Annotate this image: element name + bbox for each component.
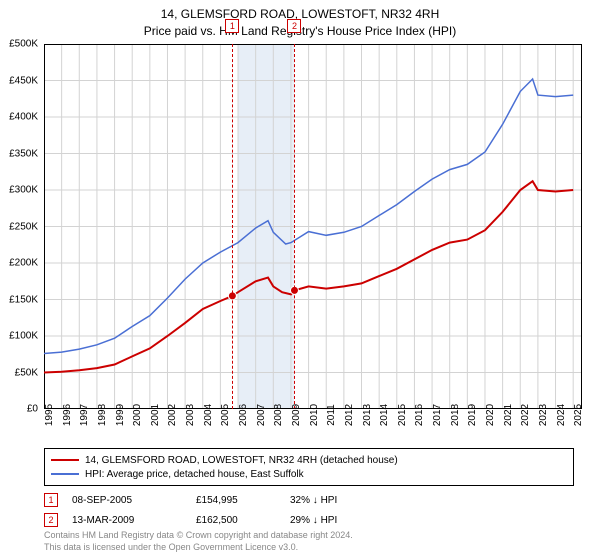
x-tick-label: 2005	[220, 404, 231, 426]
x-tick-label: 1995	[44, 404, 55, 426]
x-tick-label: 2017	[432, 404, 443, 426]
sale-date: 08-SEP-2005	[72, 495, 182, 506]
y-tick-label: £0	[27, 404, 38, 415]
y-tick-label: £200K	[9, 258, 38, 269]
legend-item: 14, GLEMSFORD ROAD, LOWESTOFT, NR32 4RH …	[51, 453, 567, 467]
y-tick-label: £50K	[15, 367, 38, 378]
sale-vline	[294, 44, 295, 409]
sale-price: £162,500	[196, 515, 276, 526]
x-axis: 1995199619971998199920002001200220032004…	[44, 411, 582, 445]
x-tick-label: 2007	[256, 404, 267, 426]
sale-date: 13-MAR-2009	[72, 515, 182, 526]
sale-badge: 1	[225, 19, 239, 33]
x-tick-label: 2012	[344, 404, 355, 426]
x-tick-label: 2015	[397, 404, 408, 426]
x-tick-label: 2008	[273, 404, 284, 426]
y-tick-label: £150K	[9, 294, 38, 305]
legend-swatch	[51, 473, 79, 475]
x-tick-label: 2016	[414, 404, 425, 426]
legend: 14, GLEMSFORD ROAD, LOWESTOFT, NR32 4RH …	[44, 448, 574, 486]
y-axis: £0£50K£100K£150K£200K£250K£300K£350K£400…	[0, 44, 42, 409]
x-tick-label: 1998	[97, 404, 108, 426]
legend-item: HPI: Average price, detached house, East…	[51, 467, 567, 481]
plot-svg	[44, 44, 582, 409]
x-tick-label: 2009	[291, 404, 302, 426]
sale-pct: 29% ↓ HPI	[290, 515, 390, 526]
y-tick-label: £250K	[9, 221, 38, 232]
y-tick-label: £500K	[9, 39, 38, 50]
x-tick-label: 2019	[467, 404, 478, 426]
sale-vline	[232, 44, 233, 409]
x-tick-label: 2023	[538, 404, 549, 426]
sale-row-marker: 2	[44, 513, 58, 527]
x-tick-label: 2000	[132, 404, 143, 426]
x-tick-label: 2004	[203, 404, 214, 426]
x-tick-label: 2013	[362, 404, 373, 426]
x-tick-label: 2018	[450, 404, 461, 426]
x-tick-label: 2002	[167, 404, 178, 426]
legend-label: 14, GLEMSFORD ROAD, LOWESTOFT, NR32 4RH …	[85, 455, 398, 466]
x-tick-label: 2001	[150, 404, 161, 426]
plot-area: 12	[44, 44, 582, 409]
sale-row: 1 08-SEP-2005 £154,995 32% ↓ HPI	[44, 490, 574, 510]
x-tick-label: 2025	[573, 404, 584, 426]
y-tick-label: £400K	[9, 112, 38, 123]
sales-table: 1 08-SEP-2005 £154,995 32% ↓ HPI 2 13-MAR-200…	[44, 490, 574, 530]
chart-container: 14, GLEMSFORD ROAD, LOWESTOFT, NR32 4RH …	[0, 0, 600, 560]
y-tick-label: £300K	[9, 185, 38, 196]
x-tick-label: 2014	[379, 404, 390, 426]
y-tick-label: £100K	[9, 331, 38, 342]
footer-line2: This data is licensed under the Open Gov…	[44, 542, 574, 554]
y-tick-label: £450K	[9, 75, 38, 86]
footer-line1: Contains HM Land Registry data © Crown c…	[44, 530, 574, 542]
x-tick-label: 1999	[115, 404, 126, 426]
x-tick-label: 2010	[309, 404, 320, 426]
x-tick-label: 1996	[62, 404, 73, 426]
legend-label: HPI: Average price, detached house, East…	[85, 469, 304, 480]
sale-row: 2 13-MAR-2009 £162,500 29% ↓ HPI	[44, 510, 574, 530]
x-tick-label: 2020	[485, 404, 496, 426]
footer-attribution: Contains HM Land Registry data © Crown c…	[44, 530, 574, 553]
sale-pct: 32% ↓ HPI	[290, 495, 390, 506]
sale-row-marker: 1	[44, 493, 58, 507]
sale-badge: 2	[287, 19, 301, 33]
x-tick-label: 2021	[503, 404, 514, 426]
y-tick-label: £350K	[9, 148, 38, 159]
x-tick-label: 2024	[556, 404, 567, 426]
x-tick-label: 2011	[326, 404, 337, 426]
x-tick-label: 1997	[79, 404, 90, 426]
x-tick-label: 2003	[185, 404, 196, 426]
legend-swatch	[51, 459, 79, 461]
x-tick-label: 2006	[238, 404, 249, 426]
x-tick-label: 2022	[520, 404, 531, 426]
sale-price: £154,995	[196, 495, 276, 506]
